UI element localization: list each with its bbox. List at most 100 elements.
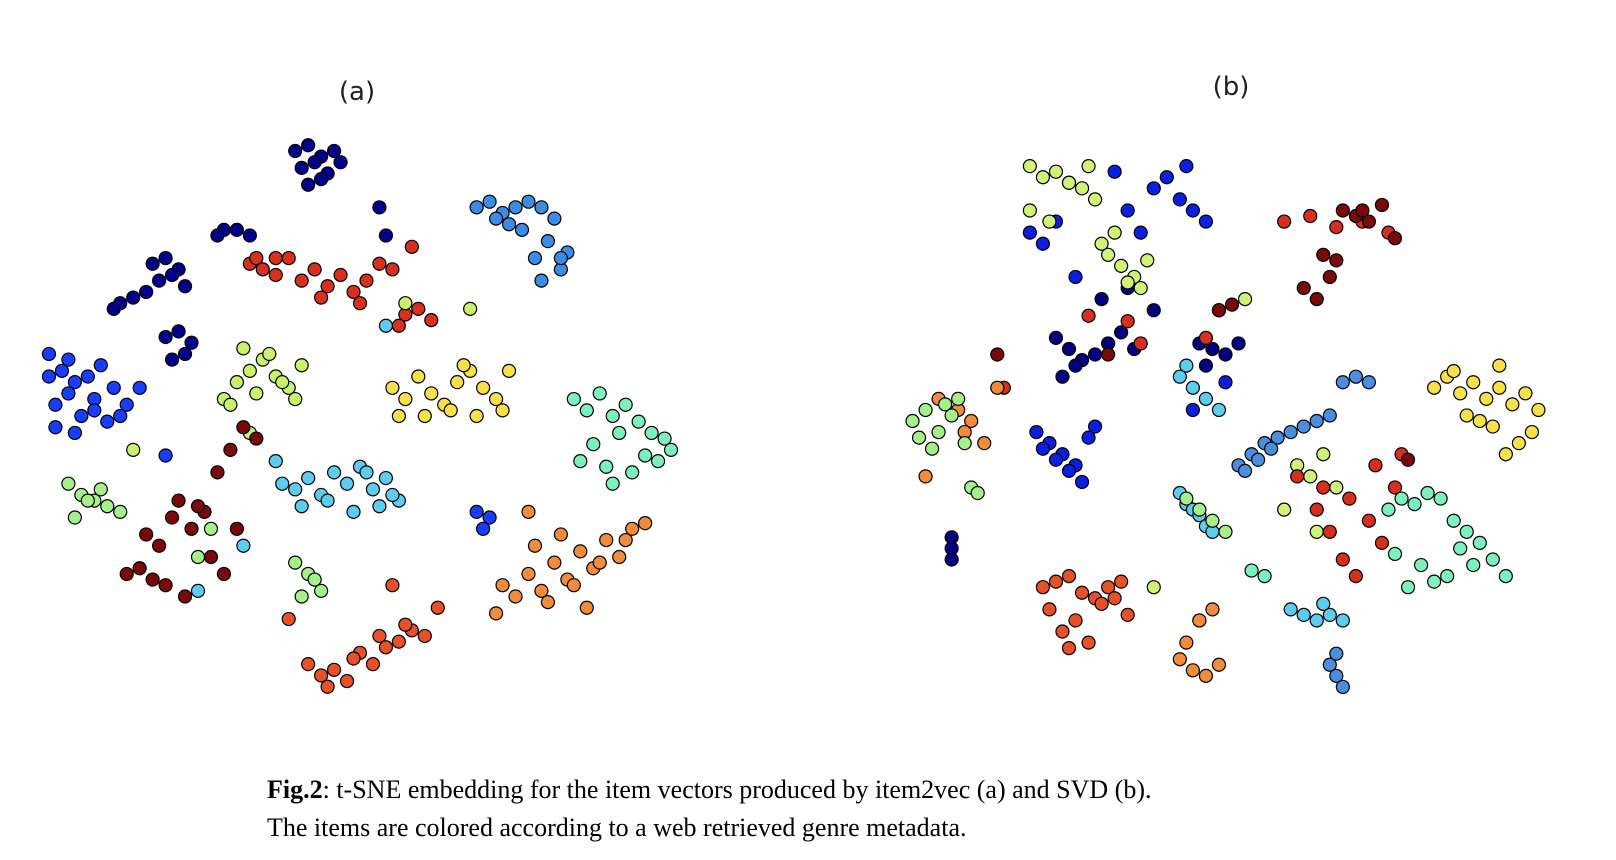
point [262, 346, 277, 362]
point [1205, 513, 1220, 528]
point [1335, 552, 1350, 567]
point [1361, 513, 1377, 528]
point [404, 239, 419, 254]
caption-label: Fig.2 [267, 775, 323, 804]
point [508, 589, 523, 604]
point [391, 408, 406, 424]
point [463, 301, 478, 316]
point [255, 262, 270, 277]
point [398, 296, 413, 311]
point [456, 358, 471, 373]
point [359, 465, 374, 480]
point [365, 657, 381, 672]
point [164, 510, 180, 525]
point [1329, 646, 1344, 661]
point [223, 397, 238, 412]
point [1218, 524, 1233, 539]
point [1094, 292, 1109, 307]
point [307, 572, 322, 587]
point [599, 459, 614, 474]
point [1087, 419, 1103, 434]
point [482, 510, 497, 525]
point [924, 441, 940, 456]
point [184, 521, 199, 536]
point [1029, 424, 1044, 440]
point [964, 413, 979, 429]
point [398, 391, 413, 407]
point [1146, 181, 1161, 196]
point [346, 504, 361, 519]
point [1081, 430, 1096, 445]
point [152, 273, 167, 288]
point [385, 578, 400, 593]
point [1237, 463, 1253, 478]
point [275, 476, 290, 491]
point [1035, 441, 1051, 456]
point [527, 538, 543, 553]
point [644, 425, 659, 441]
point [488, 391, 504, 407]
point [1179, 159, 1194, 174]
point [424, 313, 439, 328]
point [1185, 380, 1200, 395]
point [1270, 430, 1285, 445]
point [1342, 491, 1357, 506]
point [391, 634, 406, 649]
point [417, 408, 432, 424]
caption-line: Fig.2: t-SNE embedding for the item vect… [267, 775, 1152, 804]
point [326, 662, 342, 677]
point [378, 318, 394, 333]
point [1120, 275, 1135, 290]
point [223, 442, 238, 457]
point [1309, 524, 1324, 539]
point [1316, 247, 1331, 262]
point [911, 430, 927, 445]
point [268, 250, 283, 266]
point [301, 177, 316, 192]
point [514, 222, 530, 237]
point [203, 521, 219, 536]
point [158, 578, 173, 593]
point [1101, 247, 1116, 262]
point [1316, 596, 1331, 611]
point [1511, 436, 1526, 451]
point [1485, 552, 1500, 567]
point [139, 284, 154, 300]
point [1048, 164, 1064, 179]
point [1061, 175, 1077, 190]
point [216, 566, 232, 582]
point [391, 318, 406, 333]
point [1283, 602, 1298, 617]
point [905, 413, 920, 429]
point [411, 301, 426, 316]
point [450, 375, 465, 390]
point [612, 425, 627, 441]
point [249, 250, 264, 266]
point [1159, 170, 1174, 185]
point [1466, 375, 1481, 390]
point [1081, 308, 1096, 323]
point [599, 532, 614, 548]
point [1185, 663, 1200, 678]
point [119, 397, 134, 412]
point [294, 160, 309, 175]
point [372, 256, 387, 271]
point [372, 200, 387, 215]
point [190, 549, 206, 565]
point [931, 424, 946, 440]
point [1329, 220, 1344, 235]
point [1394, 491, 1409, 506]
caption-text: : t-SNE embedding for the item vectors p… [323, 775, 1152, 804]
chart-title: (a) [339, 77, 375, 107]
point [1068, 358, 1083, 373]
point [618, 397, 633, 412]
point [1264, 441, 1279, 456]
point [1277, 214, 1292, 229]
point [1479, 391, 1494, 406]
point [339, 673, 355, 689]
point [663, 442, 679, 457]
point [592, 386, 607, 401]
point [1055, 624, 1070, 639]
point [1107, 225, 1122, 240]
point [1296, 607, 1311, 623]
